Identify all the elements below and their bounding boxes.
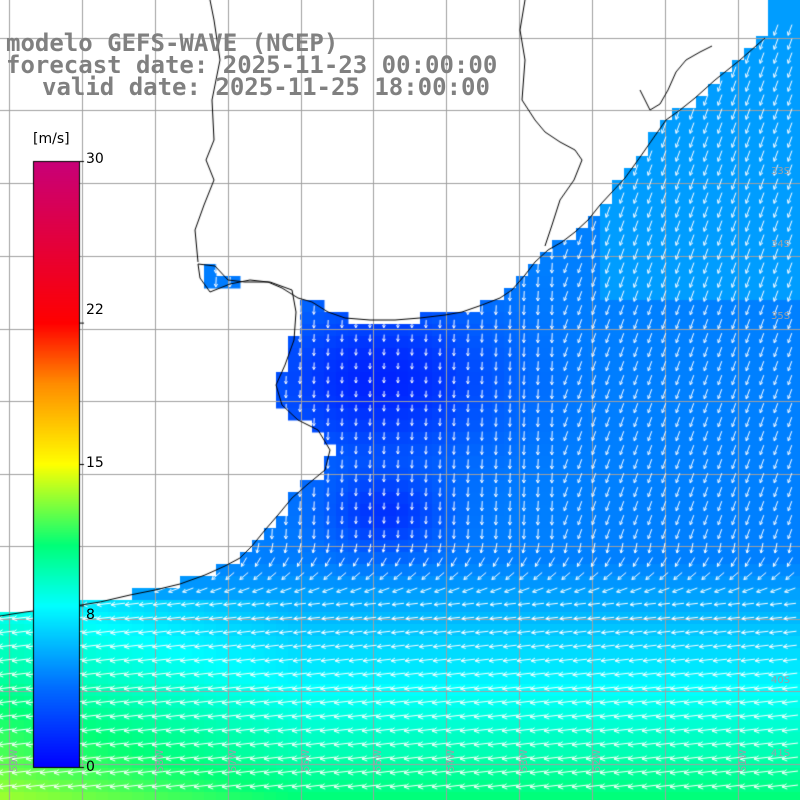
lon-label-54w: 54W bbox=[446, 749, 457, 772]
colorbar-unit-label: [m/s] bbox=[33, 131, 70, 147]
lat-label-34s: 34S bbox=[771, 239, 791, 250]
colorbar-tick-30: 30 bbox=[86, 151, 104, 167]
lon-label-56w: 56W bbox=[301, 749, 312, 772]
colorbar-tick-0: 0 bbox=[86, 759, 95, 775]
lon-label-52w: 52W bbox=[592, 749, 603, 772]
lat-label-35s: 35S bbox=[771, 311, 791, 322]
map-title-valid-date: valid date: 2025-11-25 18:00:00 bbox=[42, 73, 490, 101]
lon-label-53w: 53W bbox=[519, 749, 530, 772]
lon-label-51w: 51W bbox=[738, 749, 749, 772]
lat-label-40s: 40S bbox=[771, 675, 791, 686]
map-title-model: modelo GEFS-WAVE (NCEP) bbox=[6, 29, 339, 57]
colorbar-tick-15: 15 bbox=[86, 455, 104, 471]
lon-label-58w: 58W bbox=[155, 749, 166, 772]
colorbar-tick-8: 8 bbox=[86, 607, 95, 623]
lon-label-57w: 57W bbox=[228, 749, 239, 772]
colorbar-tick-22: 22 bbox=[86, 302, 104, 318]
lon-label-59w: 59W bbox=[9, 749, 20, 772]
lon-label-55w: 55W bbox=[373, 749, 384, 772]
lat-label-41s: 41S bbox=[771, 748, 791, 759]
lat-label-33s: 33S bbox=[771, 166, 791, 177]
map-title-forecast-date: forecast date: 2025-11-23 00:00:00 bbox=[6, 51, 498, 79]
